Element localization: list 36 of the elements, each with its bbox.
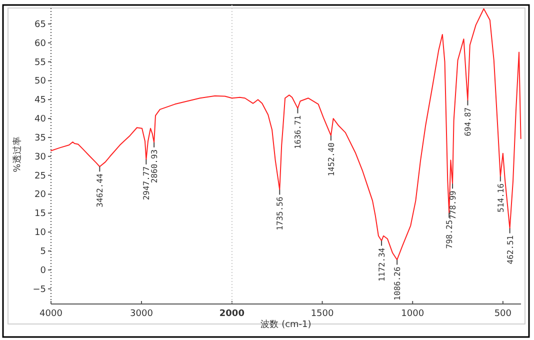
y-tick-label: 40: [34, 114, 46, 125]
y-tick-label: 35: [34, 133, 46, 144]
y-tick-label: −5: [32, 284, 46, 295]
y-tick-label: 30: [34, 152, 46, 162]
annotation: 1452.40: [326, 142, 336, 176]
y-tick-label: 10: [34, 228, 46, 238]
y-axis-title: %透过率: [12, 136, 23, 172]
x-tick-label: 3000: [130, 309, 154, 319]
y-tick-label: 15: [34, 209, 46, 220]
x-tick-label: 1000: [401, 309, 424, 319]
y-tick-label: 50: [34, 76, 46, 87]
annotation: 1636.71: [294, 115, 303, 150]
annotation: 2947.77: [142, 166, 152, 200]
annotation: 798.25: [445, 220, 454, 249]
x-tick-label: 1500: [310, 309, 334, 319]
y-tick-label: 45: [34, 96, 46, 106]
y-tick-label: 5: [40, 247, 46, 258]
x-axis-title: 波数 (cm-1): [260, 319, 312, 330]
x-tick-label: 2000: [219, 309, 244, 319]
y-tick-label: 65: [34, 20, 46, 30]
x-tick-label: 500: [494, 309, 512, 319]
annotation: 3462.44: [96, 173, 105, 208]
x-tick-label: 4000: [40, 309, 63, 319]
annotation: 1086.26: [393, 266, 402, 300]
y-tick-label: 0: [40, 266, 46, 276]
y-tick-label: 55: [34, 58, 46, 68]
annotation: 694.87: [464, 107, 473, 136]
annotation: 778.99: [448, 190, 458, 220]
annotation: 1172.34: [378, 248, 387, 282]
annotation: 1735.56: [276, 196, 285, 230]
y-tick-label: 25: [34, 171, 46, 182]
y-tick-label: 60: [34, 38, 46, 49]
annotation: 514.16: [496, 183, 506, 212]
annotation: 462.51: [506, 235, 515, 264]
y-tick-label: 20: [34, 190, 46, 200]
annotation: 2860.93: [150, 149, 160, 184]
